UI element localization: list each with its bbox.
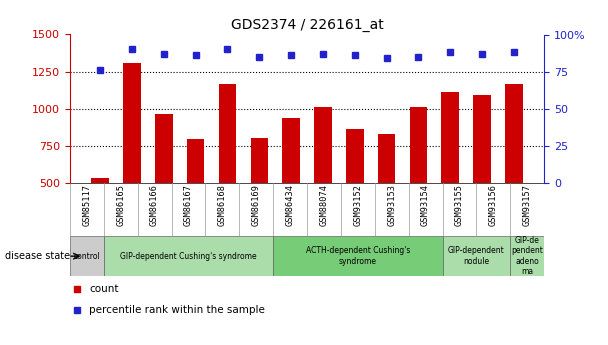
- Title: GDS2374 / 226161_at: GDS2374 / 226161_at: [230, 18, 384, 32]
- Bar: [473, 95, 491, 183]
- Bar: [441, 92, 459, 183]
- Bar: [91, 178, 109, 183]
- Bar: [123, 63, 141, 183]
- Bar: [250, 138, 268, 183]
- Text: GSM86167: GSM86167: [184, 185, 193, 226]
- Text: GSM93156: GSM93156: [489, 185, 498, 226]
- Bar: [282, 118, 300, 183]
- Text: GIP-dependent
nodule: GIP-dependent nodule: [448, 246, 505, 266]
- Bar: [273, 236, 443, 276]
- Text: GSM93157: GSM93157: [523, 185, 532, 226]
- Bar: [505, 84, 523, 183]
- Text: control: control: [74, 252, 100, 261]
- Text: disease state: disease state: [5, 251, 70, 261]
- Text: GSM86168: GSM86168: [218, 185, 227, 226]
- Text: percentile rank within the sample: percentile rank within the sample: [89, 305, 264, 315]
- Text: GSM86434: GSM86434: [286, 185, 295, 226]
- Bar: [187, 139, 204, 183]
- Text: GSM85117: GSM85117: [82, 185, 91, 226]
- Bar: [410, 107, 427, 183]
- Text: GSM93154: GSM93154: [421, 185, 430, 226]
- Bar: [219, 84, 237, 183]
- Bar: [346, 129, 364, 183]
- Text: GIP-de
pendent
adeno
ma: GIP-de pendent adeno ma: [511, 236, 543, 276]
- Text: GSM86169: GSM86169: [252, 185, 261, 226]
- Bar: [443, 236, 510, 276]
- Text: GSM86165: GSM86165: [116, 185, 125, 226]
- Bar: [378, 134, 395, 183]
- Text: GSM93155: GSM93155: [455, 185, 464, 226]
- Text: GSM93152: GSM93152: [353, 185, 362, 226]
- Text: GSM93153: GSM93153: [387, 185, 396, 226]
- Text: GIP-dependent Cushing's syndrome: GIP-dependent Cushing's syndrome: [120, 252, 257, 261]
- Bar: [510, 236, 544, 276]
- Text: GSM86166: GSM86166: [150, 185, 159, 226]
- Bar: [70, 236, 104, 276]
- Text: count: count: [89, 284, 119, 294]
- Bar: [155, 114, 173, 183]
- Bar: [314, 107, 332, 183]
- Text: GSM88074: GSM88074: [319, 185, 328, 226]
- Bar: [104, 236, 273, 276]
- Text: ACTH-dependent Cushing's
syndrome: ACTH-dependent Cushing's syndrome: [306, 246, 410, 266]
